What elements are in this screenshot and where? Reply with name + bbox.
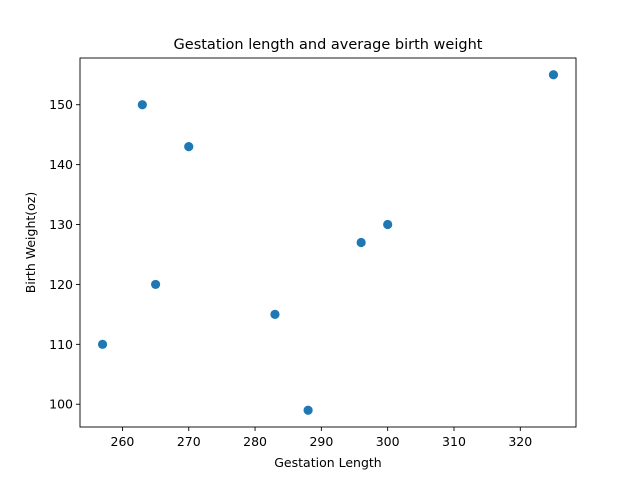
y-tick-label: 110 xyxy=(49,337,73,352)
y-axis-label: Birth Weight(oz) xyxy=(23,192,38,294)
data-point xyxy=(184,142,194,152)
x-tick-label: 300 xyxy=(376,434,400,449)
x-axis-label: Gestation Length xyxy=(274,455,381,470)
x-tick-label: 270 xyxy=(177,434,201,449)
data-point xyxy=(383,219,393,230)
y-tick-label: 130 xyxy=(49,217,73,232)
data-point xyxy=(137,100,147,110)
data-point xyxy=(150,279,161,290)
y-tick-label: 150 xyxy=(49,97,73,112)
x-tick-label: 280 xyxy=(243,434,267,449)
chart-title: Gestation length and average birth weigh… xyxy=(174,37,483,53)
y-tick-label: 100 xyxy=(49,397,73,412)
data-point xyxy=(548,70,559,80)
y-axis-ticks: 100 110 120 130 140 150 xyxy=(49,97,80,412)
x-tick-label: 260 xyxy=(111,434,135,449)
x-axis-ticks: 260 270 280 290 300 310 320 xyxy=(111,427,532,449)
data-point xyxy=(303,405,313,415)
y-tick-label: 120 xyxy=(49,277,73,292)
y-tick-label: 140 xyxy=(49,157,73,172)
x-tick-label: 290 xyxy=(309,434,333,449)
axes-frame xyxy=(79,57,577,428)
data-points xyxy=(97,70,559,415)
x-tick-label: 320 xyxy=(508,434,532,449)
data-point xyxy=(97,339,108,349)
plot-area: 260 270 280 290 300 310 320 100 110 120 130 140 150 xyxy=(49,57,577,449)
data-point xyxy=(356,237,366,248)
data-point xyxy=(270,309,280,319)
x-tick-label: 310 xyxy=(442,434,466,449)
